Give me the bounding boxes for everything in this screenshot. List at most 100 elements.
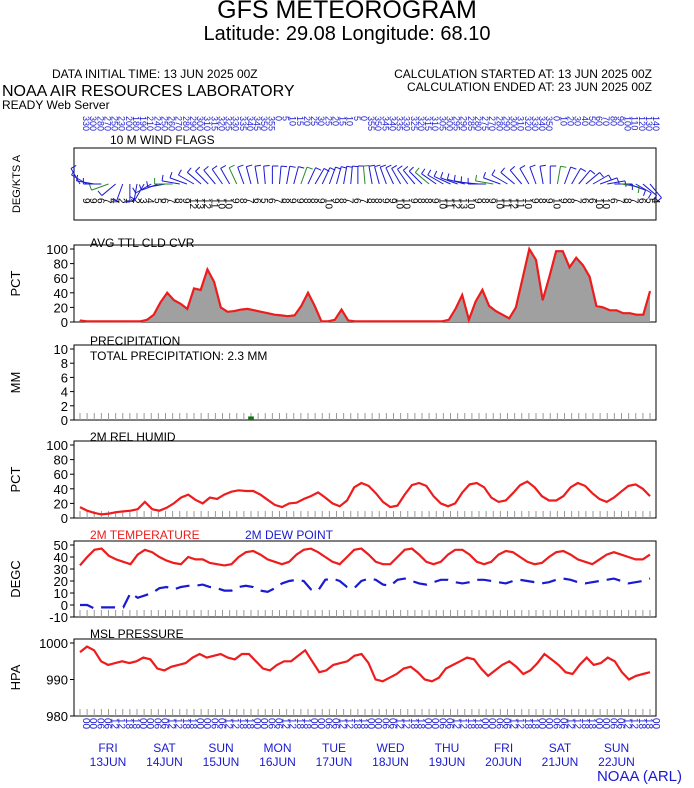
temp-panel-title: 2M TEMPERATURE [90,528,200,542]
cloud-point [481,289,483,291]
x-hour-tick-label: 00 [365,718,376,730]
x-hour-tick-label: 06 [557,718,568,730]
wind-barb [321,167,331,185]
pressure-ytick-label: 1000 [39,636,68,651]
x-hour-tick-label: 18 [579,718,590,730]
cloud-point [193,287,195,290]
wind-speed-label: 12 [201,198,212,210]
pressure-line [79,645,651,683]
wind-barb-flag [254,164,261,167]
cloud-point [327,320,329,322]
wind-speed-label: 13 [194,198,205,210]
x-hour-tick-label: 06 [329,718,340,730]
wind-speed-label: 7 [614,198,625,204]
precip-ytick-label: 0 [61,413,68,428]
wind-direction-label: 335 [238,116,248,131]
x-hour-tick-label: 00 [536,718,547,730]
x-hour-tick-label: 00 [372,718,383,730]
cloud-point [407,320,410,322]
cloud-point [589,276,591,278]
wind-barb [599,177,618,185]
wind-speed-label: 8 [173,198,184,204]
wind-barb-flag [519,164,526,169]
wind-barb-flag [246,164,253,168]
cloud-cover-area [80,249,650,322]
x-hour-tick-label: 18 [408,718,419,730]
wind-direction-label: 20 [566,116,576,126]
cloud-point [428,320,430,322]
wind-barb [237,166,245,185]
pressure-ytick-label: 980 [46,709,68,724]
x-hour-tick-label: 12 [230,718,241,730]
wind-barb-flag [132,187,137,194]
cloud-point [300,305,302,307]
wind-barb-flag [560,165,567,168]
cloud-point [542,299,544,301]
cloud-point [206,268,209,271]
x-date-label: 17JUN [316,755,353,769]
rh-panel-title: 2M REL HUMID [90,430,176,444]
wind-barb-flag [599,172,604,178]
wind-barb [195,170,209,185]
cloud-point [233,310,235,312]
x-hour-tick-label: 00 [87,718,98,730]
wind-barb [178,174,195,185]
cloud-point [488,305,490,307]
wind-direction-label: 275 [480,116,490,131]
x-hour-tick-label: 00 [308,718,319,730]
wind-barb-flag [220,164,227,169]
wind-barb-flag [374,164,381,168]
cloud-point [441,320,443,322]
rh-ytick-label: 40 [54,482,68,497]
x-date-label: 13JUN [90,755,127,769]
wind-speed-label: 6 [351,198,362,204]
wind-speed-label: 9 [230,198,241,204]
wind-barb-flag [70,164,77,169]
wind-barb-flag [570,166,577,170]
wind-speed-label: 8 [280,198,291,204]
dewpoint-panel-title: 2M DEW POINT [245,528,334,542]
wind-barb-flag [453,174,456,181]
wind-direction-label: 180 [131,116,141,131]
wind-barb-flag [71,169,75,176]
wind-direction-label: 210 [145,116,155,131]
wind-barb-flag [616,177,620,184]
wind-direction-label: 0 [273,116,283,121]
wind-speed-label: 7 [344,198,355,204]
cloud-ytick-label: 20 [54,300,68,315]
cloud-point [119,320,121,322]
wind-barb [649,183,662,199]
wind-barb [328,166,337,185]
wind-barb [211,168,223,185]
wind-direction-label: 0 [359,116,369,121]
x-hour-tick-label: 12 [565,718,576,730]
cloud-ytick-label: 40 [54,286,68,301]
temp-ytick-label: 10 [54,586,68,601]
wind-direction-label: 110 [630,116,640,130]
wind-speed-label: 3 [137,198,148,204]
x-hour-tick-label: 18 [187,718,198,730]
x-hour-tick-label: 06 [272,718,283,730]
wind-barb-flag [647,192,652,199]
wind-barb [585,172,600,185]
wind-barb-flag [263,165,270,167]
wind-direction-label: 300 [509,116,519,131]
wind-speed-label: 9 [529,198,540,204]
x-hour-tick-label: 06 [443,718,454,730]
wind-speed-label: 9 [287,198,298,204]
wind-speed-label: 9 [80,198,91,204]
wind-speed-label: 10 [394,198,405,210]
wind-barb-flag [203,165,209,171]
wind-barb [362,166,366,185]
cloud-point [287,315,289,317]
wind-barb [529,166,537,185]
cloud-point [106,320,108,322]
wind-barb-flag [97,190,103,196]
wind-barb [350,166,353,185]
wind-speed-label: 6 [265,198,276,204]
x-hour-tick-label: 12 [287,718,298,730]
wind-barb [300,166,308,185]
wind-speed-label: 7 [629,198,640,204]
wind-direction-label: 290 [188,116,198,131]
wind-speed-label: 9 [329,198,340,204]
